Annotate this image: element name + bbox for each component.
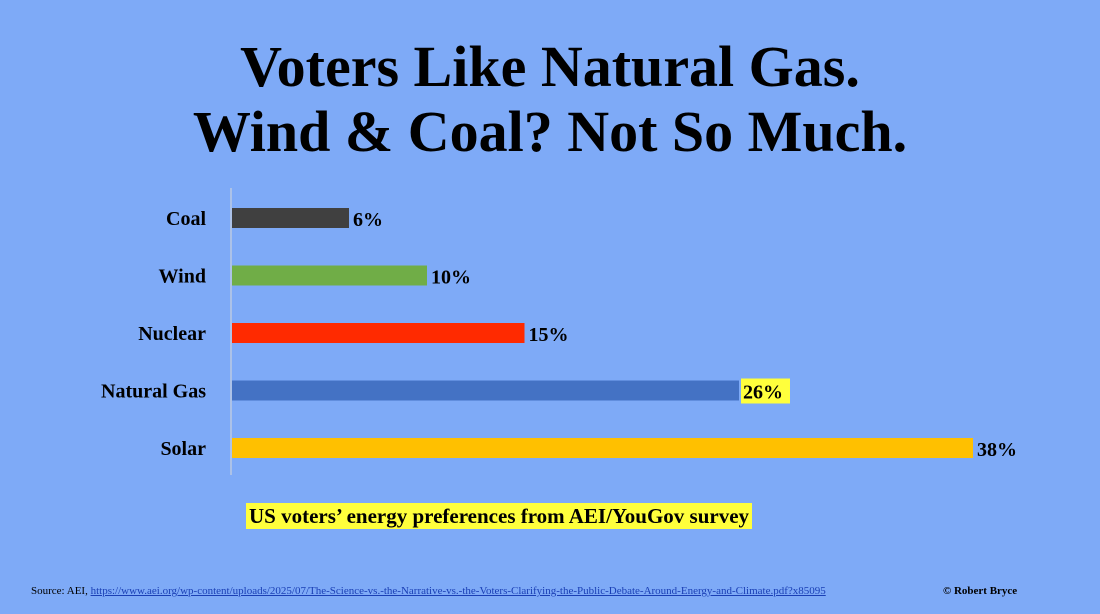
value-label-wind: 10% (431, 267, 471, 289)
category-label-solar: Solar (160, 438, 206, 460)
value-highlight-natural-gas (741, 378, 790, 404)
value-label-nuclear: 15% (529, 324, 569, 346)
source-link[interactable]: https://www.aei.org/wp-content/uploads/2… (90, 585, 826, 597)
category-label-nuclear: Nuclear (138, 323, 206, 345)
value-label-coal: 6% (353, 209, 383, 231)
chart-title-line-2: Wind & Coal? Not So Much. (192, 99, 908, 164)
source-note: Source: AEI, https://www.aei.org/wp-cont… (31, 585, 826, 597)
chart-caption: US voters’ energy preferences from AEI/Y… (246, 503, 753, 529)
value-label-natural-gas: 26% (743, 382, 783, 404)
source-prefix: Source: AEI, (31, 585, 91, 597)
bar-nuclear (232, 323, 525, 343)
bar-solar (232, 438, 973, 458)
chart-title-line-1: Voters Like Natural Gas. (240, 34, 860, 99)
category-label-coal: Coal (166, 208, 206, 230)
bar-natural-gas (232, 380, 739, 401)
copyright-note: © Robert Bryce (943, 585, 1018, 597)
bar-wind (232, 265, 427, 286)
category-label-natural-gas: Natural Gas (101, 381, 206, 403)
value-label-solar: 38% (977, 439, 1017, 461)
bar-coal (232, 208, 349, 228)
category-label-wind: Wind (159, 266, 206, 288)
